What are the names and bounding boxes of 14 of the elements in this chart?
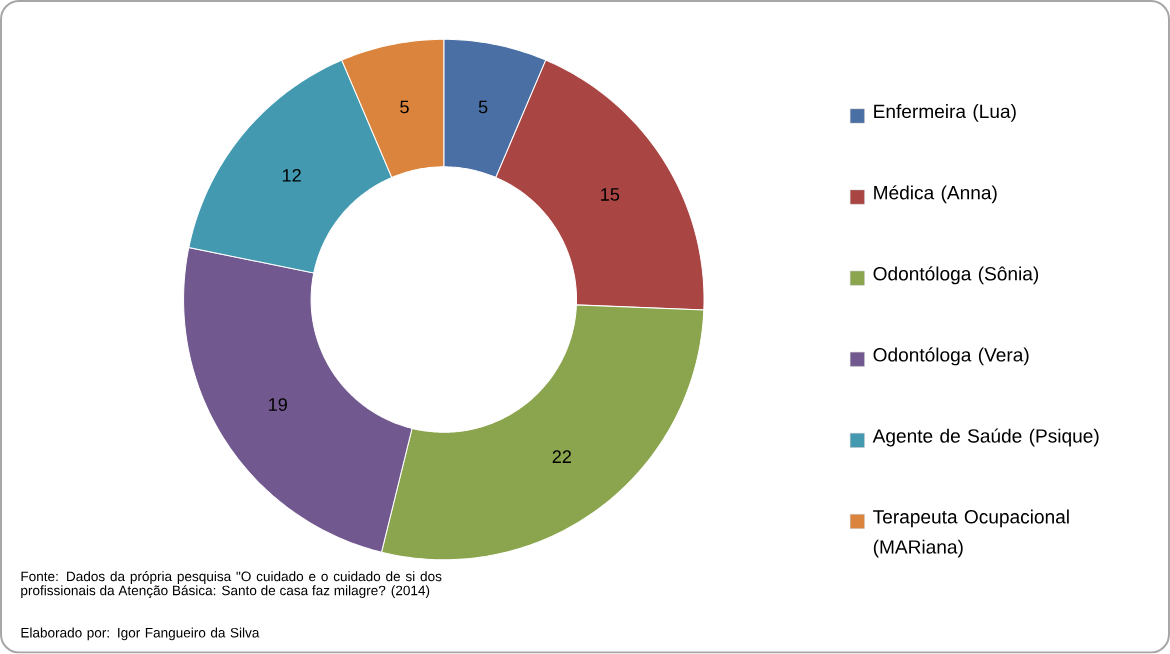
data-label: 22 xyxy=(552,450,571,464)
source-note: Fonte: Dados da própria pesquisa "O cuidado e o cuidado de si dos profissionais da Atenção Básica: Santo de casa faz milagre? (2014) xyxy=(21,571,442,599)
text: Elaborado por: Igor Fangueiro da Silva xyxy=(21,627,260,641)
data-label: 15 xyxy=(601,188,620,202)
legend-label: Médica (Anna) xyxy=(874,185,997,204)
data-label: 12 xyxy=(282,169,301,182)
legend-label: Enfermeira (Lua) xyxy=(874,104,1016,123)
legend-label: Odontóloga (Vera) xyxy=(873,347,1029,366)
data-label: 5 xyxy=(478,100,488,114)
legend-label: Odontóloga (Sônia) xyxy=(873,266,1039,285)
data-label: 19 xyxy=(269,398,287,412)
legend-label: Agente de Saúde (Psique) xyxy=(872,428,1099,447)
data-label: 5 xyxy=(400,100,409,114)
legend-label: Terapeuta Ocupacional (MARiana) xyxy=(873,509,1069,558)
